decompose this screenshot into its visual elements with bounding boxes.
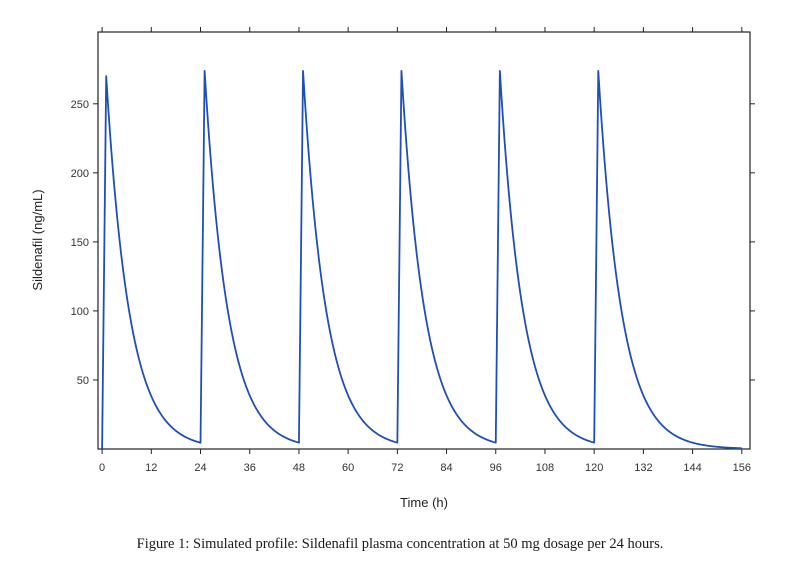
x-tick-label: 132 <box>634 462 652 474</box>
x-tick-label: 120 <box>585 462 603 474</box>
ticks <box>93 27 755 454</box>
x-tick-label: 0 <box>99 462 105 474</box>
y-axis-label: Sildenafil (ng/mL) <box>30 189 45 290</box>
x-tick-label: 60 <box>342 462 354 474</box>
x-axis-label: Time (h) <box>400 495 448 510</box>
x-tick-label: 24 <box>194 462 206 474</box>
series-line-sildenafil <box>101 69 743 450</box>
y-tick-label: 250 <box>71 99 89 111</box>
y-tick-label: 150 <box>71 237 89 249</box>
x-tick-label: 48 <box>293 462 305 474</box>
x-tick-label: 12 <box>145 462 157 474</box>
x-tick-label: 96 <box>490 462 502 474</box>
y-tick-label: 200 <box>71 168 89 180</box>
x-tick-label: 36 <box>244 462 256 474</box>
y-tick-label: 50 <box>77 375 89 387</box>
x-tick-label: 156 <box>733 462 751 474</box>
tick-labels: 0 12 24 36 48 60 72 84 96 108 120 132 144 156 50 100 150… <box>71 99 751 474</box>
x-tick-label: 84 <box>440 462 452 474</box>
x-tick-label: 144 <box>683 462 701 474</box>
x-tick-label: 108 <box>536 462 554 474</box>
figure-caption: Figure 1: Simulated profile: Sildenafil … <box>136 536 664 552</box>
x-tick-label: 72 <box>391 462 403 474</box>
y-tick-label: 100 <box>71 306 89 318</box>
plot-frame <box>97 31 751 450</box>
